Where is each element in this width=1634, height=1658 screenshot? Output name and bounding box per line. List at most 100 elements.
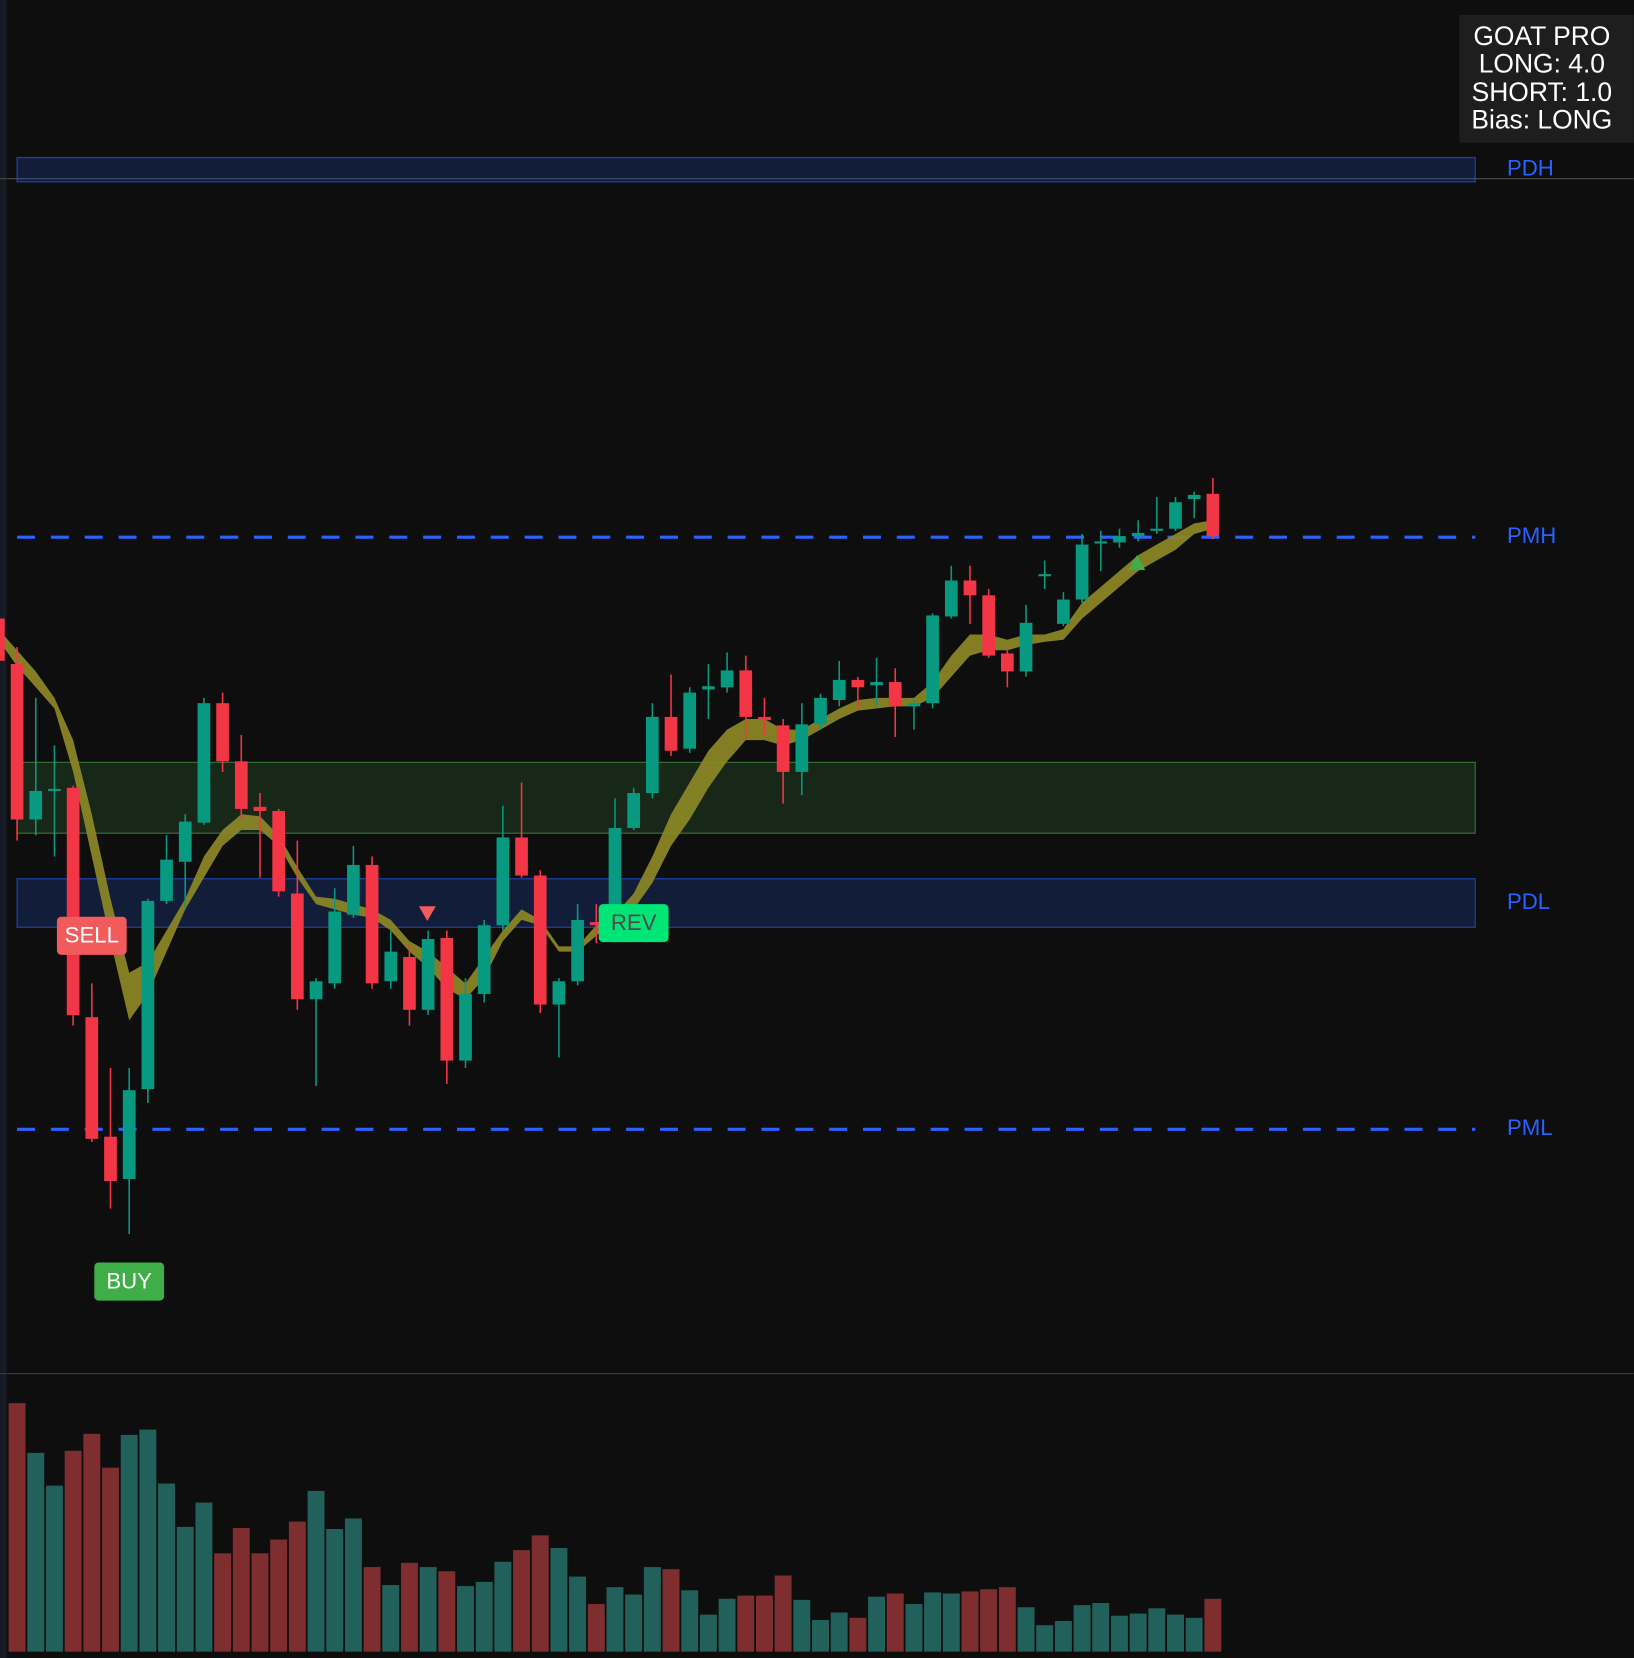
left-edge [0, 0, 7, 1658]
volume-bar [513, 1550, 531, 1652]
candle-body [851, 679, 865, 688]
candle-body [272, 811, 286, 892]
candle-body [122, 1090, 136, 1179]
info-box: GOAT PRO LONG: 4.0 SHORT: 1.0 Bias: LONG [1459, 14, 1634, 143]
candle-body [552, 981, 566, 1005]
volume-bar [326, 1528, 344, 1652]
signal-box [94, 1262, 165, 1301]
candle-body [888, 682, 902, 707]
volume-bar [830, 1612, 848, 1652]
volume-bar [307, 1490, 325, 1652]
candle-body [982, 595, 996, 656]
candle-body [832, 679, 846, 700]
candle-body [234, 761, 248, 809]
volume-bar [438, 1571, 456, 1652]
candle-body [870, 682, 883, 686]
candle-body [907, 703, 921, 707]
candle-body [10, 664, 24, 820]
candle-body [515, 837, 528, 876]
volume-bar [1110, 1615, 1128, 1652]
volume-bar [214, 1553, 232, 1652]
signal-triangle-up [1128, 555, 1146, 570]
info-line: GOAT PRO [1473, 21, 1610, 51]
volume-bar [699, 1614, 717, 1652]
volume-bar [475, 1581, 493, 1652]
volume-bar [961, 1591, 979, 1652]
volume-bar [812, 1619, 829, 1652]
candle-body [776, 725, 790, 772]
volume-bar [102, 1467, 119, 1652]
volume-bar [774, 1575, 792, 1652]
level-label: PML [1507, 1115, 1553, 1140]
volume-bar [1054, 1620, 1072, 1652]
volume [8, 1403, 1222, 1652]
signal-box [56, 916, 127, 955]
candle-body [440, 937, 454, 1061]
candle-body [589, 922, 603, 926]
info-line: SHORT: 1.0 [1472, 77, 1612, 107]
volume-bar [45, 1485, 63, 1652]
candle-body [384, 951, 398, 982]
volume-bar [924, 1592, 942, 1652]
volume-bar [232, 1527, 250, 1652]
candle-body [1113, 536, 1126, 543]
candle-body [48, 788, 61, 791]
signals: SELL BUY REV [56, 904, 669, 1301]
candle-body [814, 697, 827, 725]
candle-body [608, 827, 622, 926]
candle-body [664, 716, 678, 751]
candle-body [963, 580, 977, 596]
info-line: LONG: 4.0 [1479, 49, 1605, 79]
candle-body [328, 911, 342, 984]
candle-body [253, 806, 267, 812]
volume-bar [1204, 1598, 1222, 1652]
candle-body [403, 956, 416, 1010]
candle-body [571, 919, 584, 982]
candle-body [1019, 622, 1033, 672]
volume-bar [905, 1604, 923, 1652]
volume-bar [1129, 1613, 1147, 1652]
volume-bar [8, 1403, 26, 1652]
candle-body [178, 821, 192, 862]
volume-bar [1185, 1617, 1203, 1652]
candle-body [216, 703, 229, 762]
candle-body [533, 875, 547, 1005]
signal-box [598, 904, 669, 943]
volume-bar [176, 1526, 194, 1652]
zone [16, 156, 1476, 183]
candle-body [720, 670, 734, 688]
candle-body [683, 692, 697, 749]
candle-body [645, 716, 659, 794]
volume-bar [27, 1452, 45, 1652]
signal-triangle-down [418, 906, 436, 921]
candle-body [795, 724, 809, 772]
candle-body [197, 703, 211, 823]
candle-body [1187, 494, 1201, 500]
signal-label: BUY [106, 1268, 152, 1293]
volume-bar [737, 1595, 755, 1652]
candle-body [66, 787, 80, 1016]
volume-bar [886, 1593, 904, 1652]
volume-bar [868, 1596, 886, 1652]
level-label: PMH [1507, 523, 1556, 548]
volume-bar [382, 1585, 400, 1652]
volume-bar [158, 1483, 176, 1652]
candle-body [1150, 528, 1164, 531]
zone [16, 878, 1476, 928]
candle-body [160, 859, 173, 901]
volume-bar [270, 1539, 288, 1652]
volume-bar [942, 1593, 960, 1652]
candle-body [347, 864, 360, 915]
candle-body [944, 580, 958, 617]
volume-bar [83, 1433, 101, 1652]
signal-label: REV [611, 910, 657, 935]
candle-body [739, 670, 753, 717]
info-box-bg [1459, 14, 1634, 143]
volume-bar [400, 1562, 418, 1652]
candle-body [29, 790, 43, 820]
candle-body [141, 900, 155, 1090]
info-line: Bias: LONG [1471, 105, 1612, 135]
volume-bar [793, 1599, 811, 1652]
